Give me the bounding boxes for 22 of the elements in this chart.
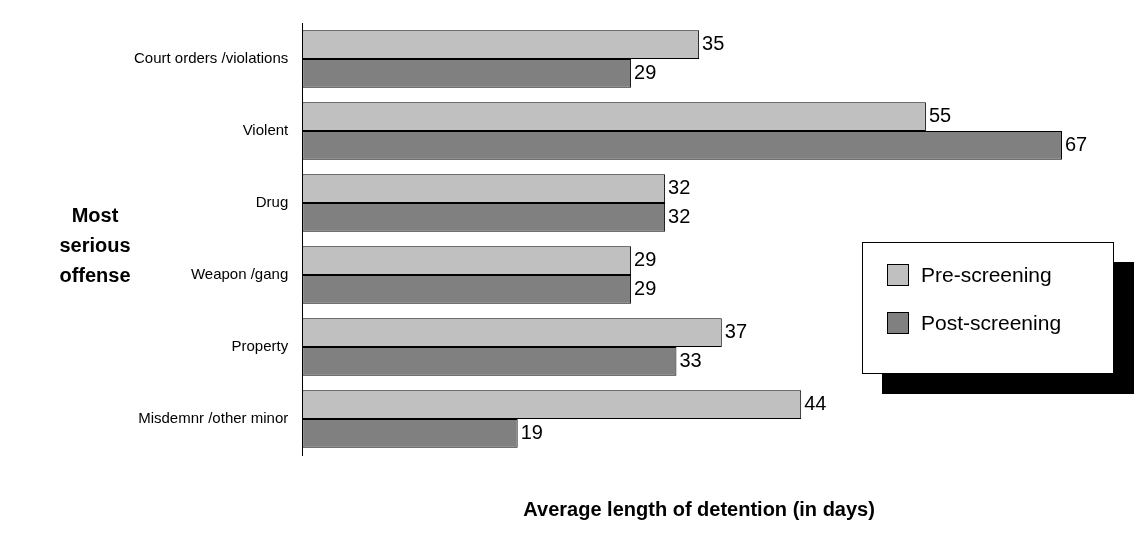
data-label: 32 bbox=[668, 176, 691, 199]
data-label: 55 bbox=[928, 104, 952, 127]
data-label: 29 bbox=[634, 60, 657, 83]
data-label: 67 bbox=[1064, 132, 1088, 155]
y-tick-label: Drug bbox=[255, 193, 289, 211]
data-label: 32 bbox=[668, 204, 691, 227]
data-label: 44 bbox=[804, 392, 827, 415]
data-label: 19 bbox=[520, 420, 543, 443]
y-tick-label: Violent bbox=[242, 121, 290, 139]
legend-label: Pre-screening bbox=[921, 263, 1052, 287]
data-label: 35 bbox=[702, 32, 725, 55]
y-axis-title: Most serious offense bbox=[58, 203, 132, 288]
y-tick-label: Property bbox=[231, 337, 289, 355]
y-tick-label: Weapon /gang bbox=[190, 265, 289, 283]
y-tick-label: Court orders /violations bbox=[134, 49, 289, 67]
data-label: 29 bbox=[634, 248, 657, 271]
data-label: 37 bbox=[724, 320, 748, 343]
y-tick-label: Misdemnr /other minor bbox=[138, 409, 289, 427]
data-label: 29 bbox=[634, 276, 657, 299]
x-axis-title: Average length of detention (in days) bbox=[523, 497, 875, 520]
data-label: 33 bbox=[679, 348, 702, 371]
legend-label: Post-screening bbox=[921, 311, 1062, 335]
